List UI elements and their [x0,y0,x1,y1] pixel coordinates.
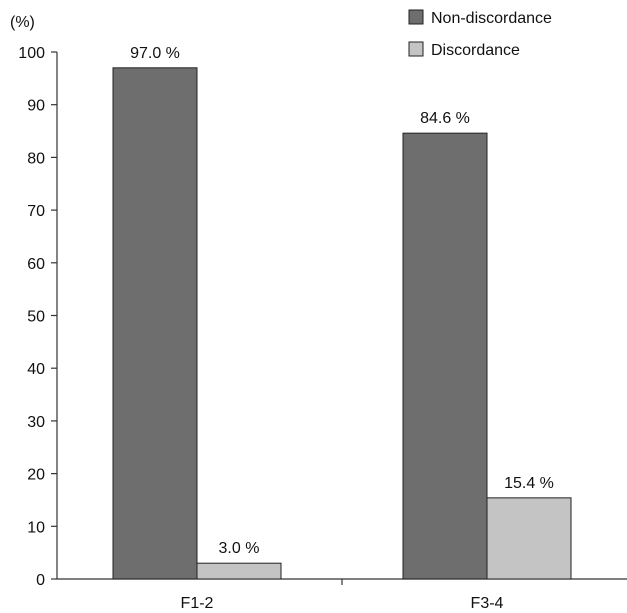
y-unit-label: (%) [10,14,35,31]
bar-non-discordance [402,132,488,580]
y-tick-label: 10 [27,519,45,536]
legend-label: Discordance [431,42,520,59]
data-label: 15.4 % [504,475,554,492]
bar-discordance [486,497,572,580]
y-tick-label: 20 [27,467,45,484]
legend-swatch [408,41,424,57]
legend-swatch [408,9,424,25]
bars: 97.0 % 3.0 % 84.6 % 15.4 % [112,45,572,580]
y-tick-label: 80 [27,150,45,167]
bar-discordance [196,562,282,580]
data-label: 3.0 % [219,540,260,557]
data-label: 84.6 % [420,110,470,127]
y-axis-ticks: 0 10 20 30 40 50 60 70 80 90 100 [18,45,57,589]
y-tick-label: 70 [27,203,45,220]
legend: Non-discordance Discordance [408,9,552,59]
y-tick-label: 30 [27,414,45,431]
y-tick-label: 50 [27,309,45,326]
y-tick-label: 0 [36,572,45,589]
y-tick-label: 90 [27,98,45,115]
legend-label: Non-discordance [431,10,552,27]
data-label: 97.0 % [130,45,180,62]
x-category-label: F3-4 [471,595,504,612]
x-axis-labels: F1-2 F3-4 [181,579,504,612]
bar-non-discordance [112,67,198,580]
y-tick-label: 40 [27,361,45,378]
y-tick-label: 60 [27,256,45,273]
x-category-label: F1-2 [181,595,214,612]
y-tick-label: 100 [18,45,45,62]
